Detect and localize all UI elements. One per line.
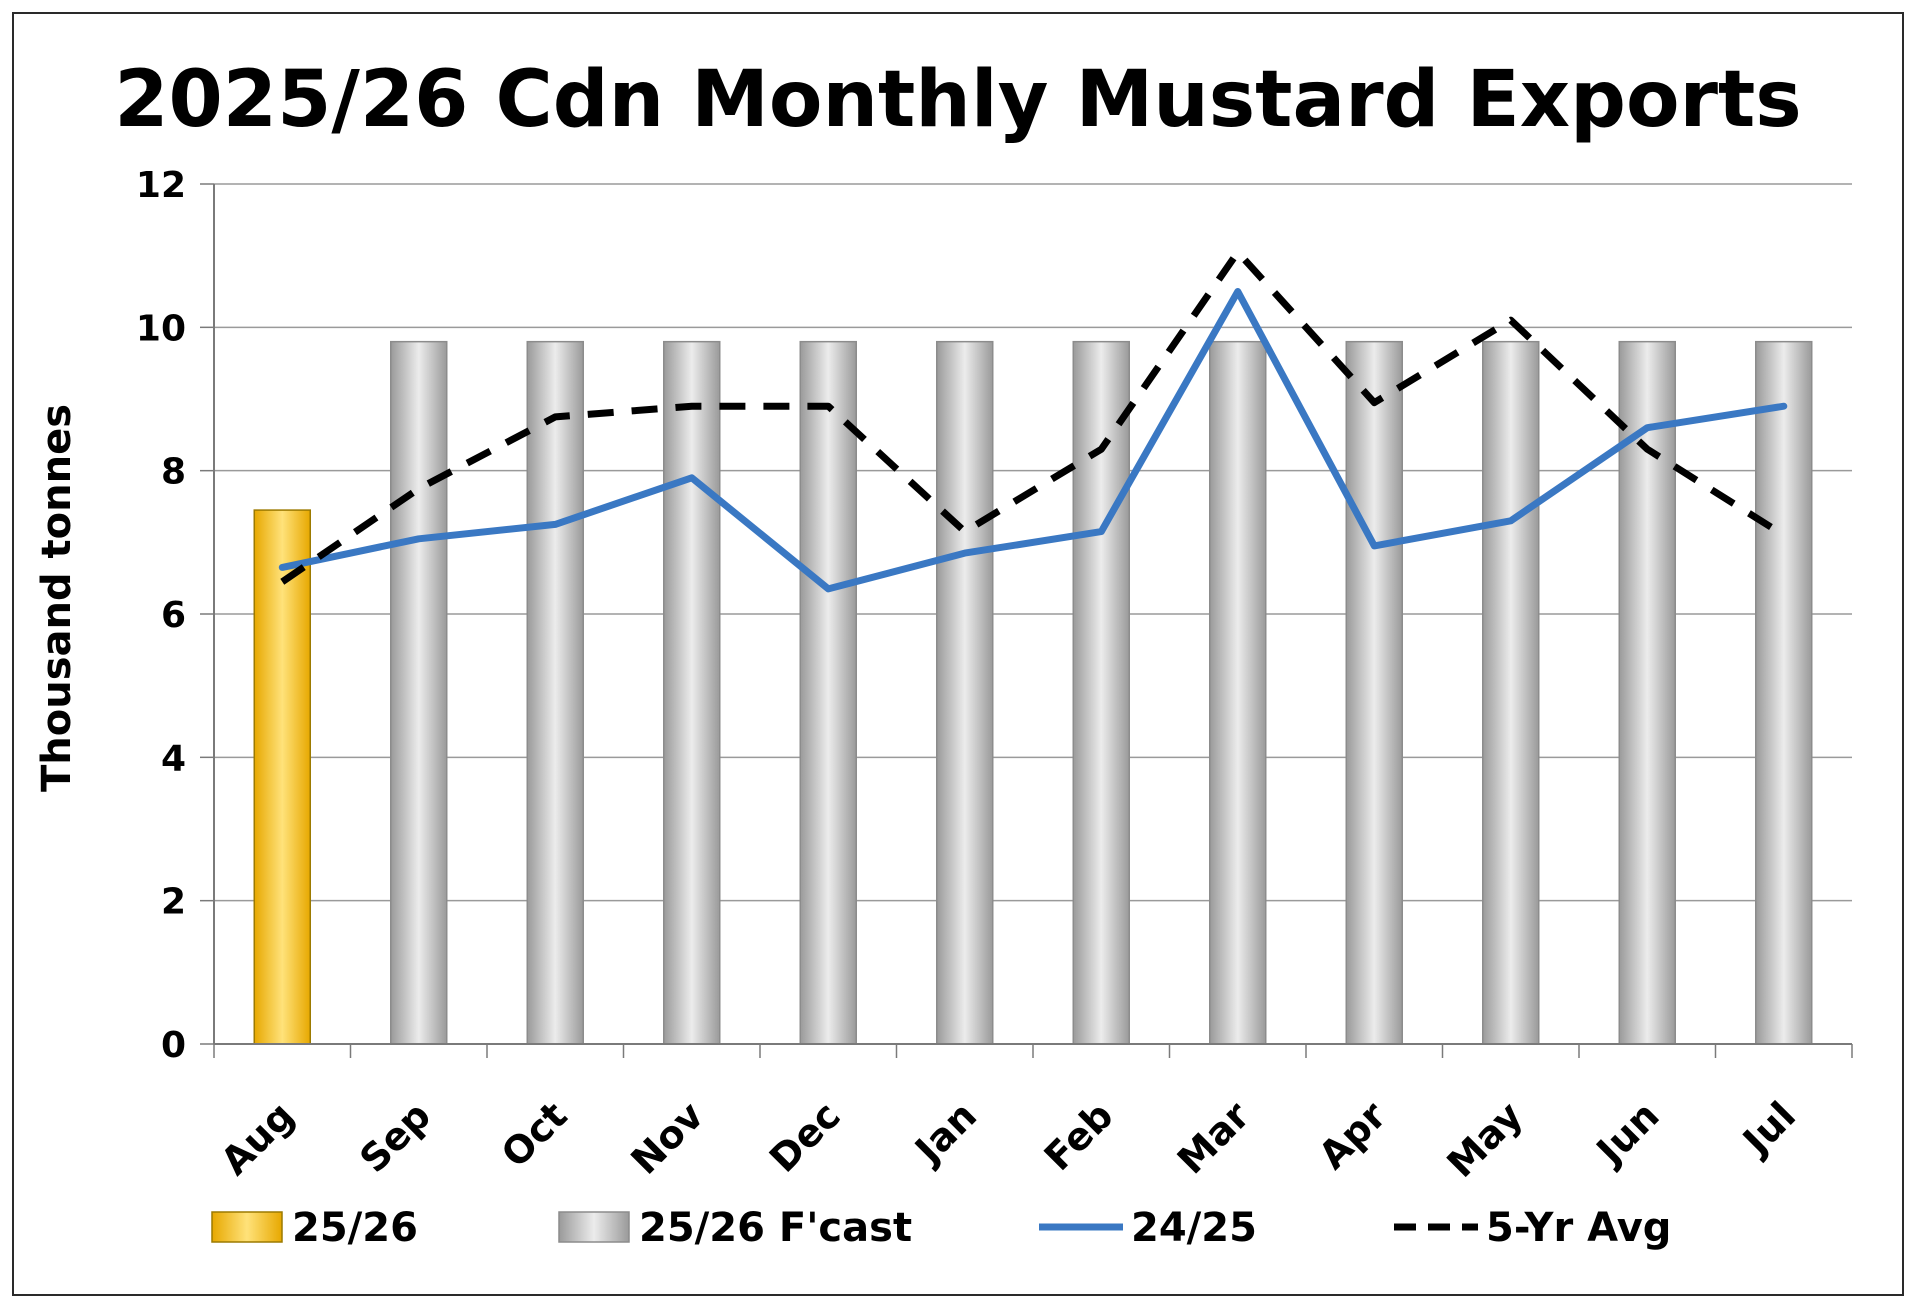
chart-svg: 2025/26 Cdn Monthly Mustard Exports 0 2 4 6… xyxy=(34,55,1853,1251)
y-tick-label: 0 xyxy=(161,1025,186,1066)
x-tick-label: Feb xyxy=(1036,1093,1122,1179)
chart-frame: 2025/26 Cdn Monthly Mustard Exports 0 2 4 6… xyxy=(12,12,1904,1296)
y-axis-title: Thousand tonnes xyxy=(34,404,80,792)
legend-label: 5-Yr Avg xyxy=(1486,1205,1671,1251)
grid-lines xyxy=(214,183,1852,902)
legend-label: 25/26 xyxy=(292,1205,418,1251)
bar xyxy=(390,340,448,1045)
y-tick-label: 6 xyxy=(161,595,186,636)
bar xyxy=(663,340,721,1045)
bar xyxy=(526,340,584,1045)
bar xyxy=(1209,340,1267,1045)
bars xyxy=(253,340,1813,1045)
legend-swatch xyxy=(558,1211,630,1243)
series-line xyxy=(278,288,1788,593)
x-tick-label: May xyxy=(1438,1093,1531,1186)
y-tick-label: 10 xyxy=(136,308,186,349)
y-tick-label: 2 xyxy=(161,882,186,923)
bar xyxy=(253,509,311,1045)
legend-swatch xyxy=(211,1211,283,1243)
x-tick-label: Jun xyxy=(1586,1093,1667,1174)
x-tick-label: Oct xyxy=(493,1093,576,1176)
legend-label: 25/26 F'cast xyxy=(639,1205,912,1251)
x-tick-label: Aug xyxy=(212,1093,302,1183)
bar xyxy=(936,340,994,1045)
x-tick-label: Jul xyxy=(1733,1093,1805,1165)
x-tick-label: Dec xyxy=(761,1093,849,1181)
x-tick-label: Mar xyxy=(1169,1093,1258,1182)
chart-title: 2025/26 Cdn Monthly Mustard Exports xyxy=(114,55,1801,145)
y-tick-label: 4 xyxy=(161,738,186,779)
x-tick-label: Apr xyxy=(1310,1093,1395,1178)
x-tick-label: Jan xyxy=(905,1093,985,1173)
y-tick-label: 12 xyxy=(136,165,186,206)
series-lines xyxy=(278,248,1788,593)
series-line xyxy=(280,248,1786,585)
bar xyxy=(1618,340,1676,1045)
bar xyxy=(1482,340,1540,1045)
bar xyxy=(1345,340,1403,1045)
bar xyxy=(1755,340,1813,1045)
x-tick-label: Sep xyxy=(351,1093,439,1181)
legend-label: 24/25 xyxy=(1131,1205,1257,1251)
bar xyxy=(799,340,857,1045)
y-tick-label: 8 xyxy=(161,452,186,493)
x-tick-label: Nov xyxy=(623,1093,713,1183)
legend: 25/26 25/26 F'cast 24/25 5-Yr Avg xyxy=(211,1205,1671,1251)
